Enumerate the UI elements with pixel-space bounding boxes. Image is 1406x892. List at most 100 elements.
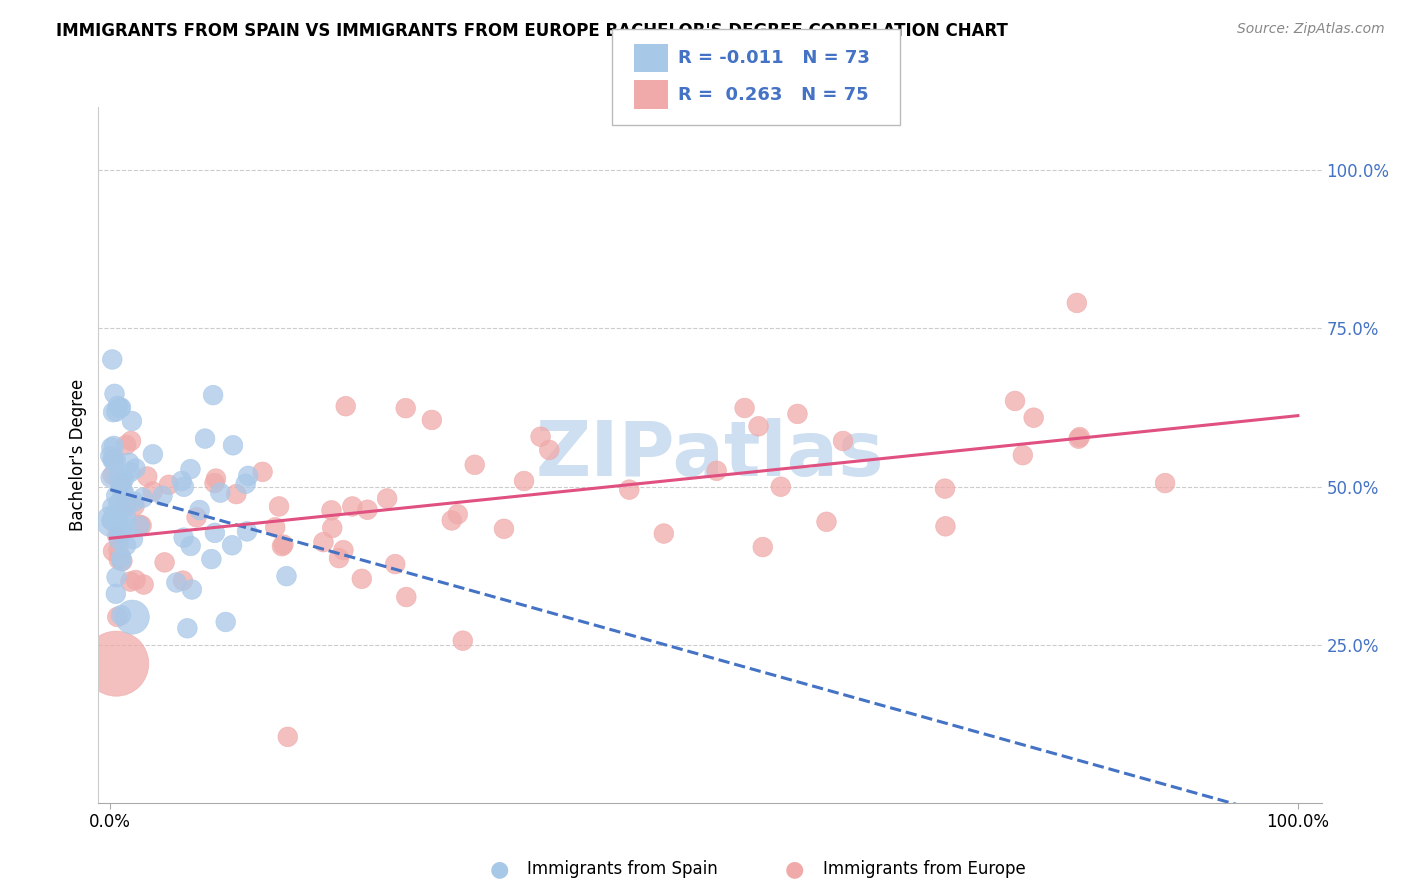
- Point: [131, 518, 153, 533]
- Text: Immigrants from Spain: Immigrants from Spain: [527, 860, 718, 878]
- Point: [107, 543, 129, 558]
- Point: [104, 508, 127, 522]
- Point: [252, 465, 274, 479]
- Point: [271, 539, 294, 553]
- Point: [101, 450, 124, 465]
- Point: [105, 610, 128, 624]
- Point: [321, 521, 343, 535]
- Point: [115, 509, 138, 524]
- Text: Immigrants from Europe: Immigrants from Europe: [823, 860, 1025, 878]
- Point: [342, 500, 364, 514]
- Text: ●: ●: [785, 859, 804, 879]
- Point: [451, 633, 474, 648]
- Point: [1154, 476, 1177, 491]
- Point: [170, 474, 193, 488]
- Point: [350, 572, 373, 586]
- Y-axis label: Bachelor's Degree: Bachelor's Degree: [69, 379, 87, 531]
- Point: [815, 515, 838, 529]
- Point: [111, 475, 134, 489]
- Point: [172, 574, 194, 588]
- Point: [110, 476, 132, 491]
- Point: [105, 489, 128, 503]
- Point: [108, 533, 131, 547]
- Point: [105, 570, 128, 584]
- Point: [101, 513, 124, 527]
- Point: [180, 582, 202, 597]
- Point: [492, 522, 515, 536]
- Point: [1066, 296, 1088, 310]
- Point: [222, 438, 245, 452]
- Point: [619, 483, 641, 497]
- Point: [706, 464, 728, 478]
- Point: [111, 554, 134, 568]
- Point: [107, 469, 129, 483]
- Point: [202, 388, 225, 402]
- Point: [104, 452, 127, 467]
- Point: [786, 407, 808, 421]
- Point: [188, 503, 211, 517]
- Point: [238, 468, 260, 483]
- Point: [328, 551, 350, 566]
- Point: [179, 462, 201, 476]
- Point: [215, 615, 238, 629]
- Point: [100, 441, 122, 455]
- Point: [194, 432, 217, 446]
- Point: [110, 550, 132, 565]
- Point: [103, 439, 125, 453]
- Point: [395, 590, 418, 604]
- Text: ●: ●: [489, 859, 509, 879]
- Point: [121, 610, 143, 624]
- Point: [120, 434, 142, 448]
- Point: [101, 515, 124, 529]
- Point: [513, 474, 536, 488]
- Point: [122, 532, 145, 546]
- Point: [105, 657, 128, 671]
- Point: [142, 484, 165, 499]
- Point: [447, 507, 470, 521]
- Point: [152, 489, 174, 503]
- Point: [165, 575, 187, 590]
- Point: [115, 438, 138, 452]
- Point: [934, 519, 956, 533]
- Point: [128, 519, 150, 533]
- Point: [312, 535, 335, 549]
- Point: [124, 461, 146, 475]
- Point: [832, 434, 855, 448]
- Point: [107, 399, 129, 413]
- Point: [112, 486, 135, 500]
- Point: [115, 517, 138, 532]
- Point: [1011, 448, 1033, 462]
- Point: [934, 482, 956, 496]
- Point: [142, 447, 165, 461]
- Point: [101, 544, 124, 558]
- Point: [173, 480, 195, 494]
- Point: [264, 520, 287, 534]
- Point: [114, 496, 136, 510]
- Point: [101, 453, 124, 467]
- Text: Source: ZipAtlas.com: Source: ZipAtlas.com: [1237, 22, 1385, 37]
- Point: [395, 401, 418, 416]
- Point: [105, 404, 128, 418]
- Point: [205, 472, 228, 486]
- Point: [108, 401, 131, 415]
- Point: [110, 401, 132, 415]
- Point: [121, 414, 143, 428]
- Point: [153, 555, 176, 569]
- Point: [204, 476, 226, 491]
- Point: [110, 554, 132, 568]
- Point: [105, 528, 128, 542]
- Point: [652, 526, 675, 541]
- Point: [267, 500, 290, 514]
- Point: [108, 525, 131, 540]
- Point: [100, 514, 122, 528]
- Point: [111, 524, 134, 539]
- Point: [236, 524, 259, 539]
- Point: [1022, 410, 1045, 425]
- Point: [120, 574, 142, 589]
- Point: [173, 531, 195, 545]
- Point: [1069, 430, 1091, 444]
- Point: [128, 517, 150, 532]
- Point: [132, 491, 155, 505]
- Point: [529, 430, 551, 444]
- Point: [111, 484, 134, 499]
